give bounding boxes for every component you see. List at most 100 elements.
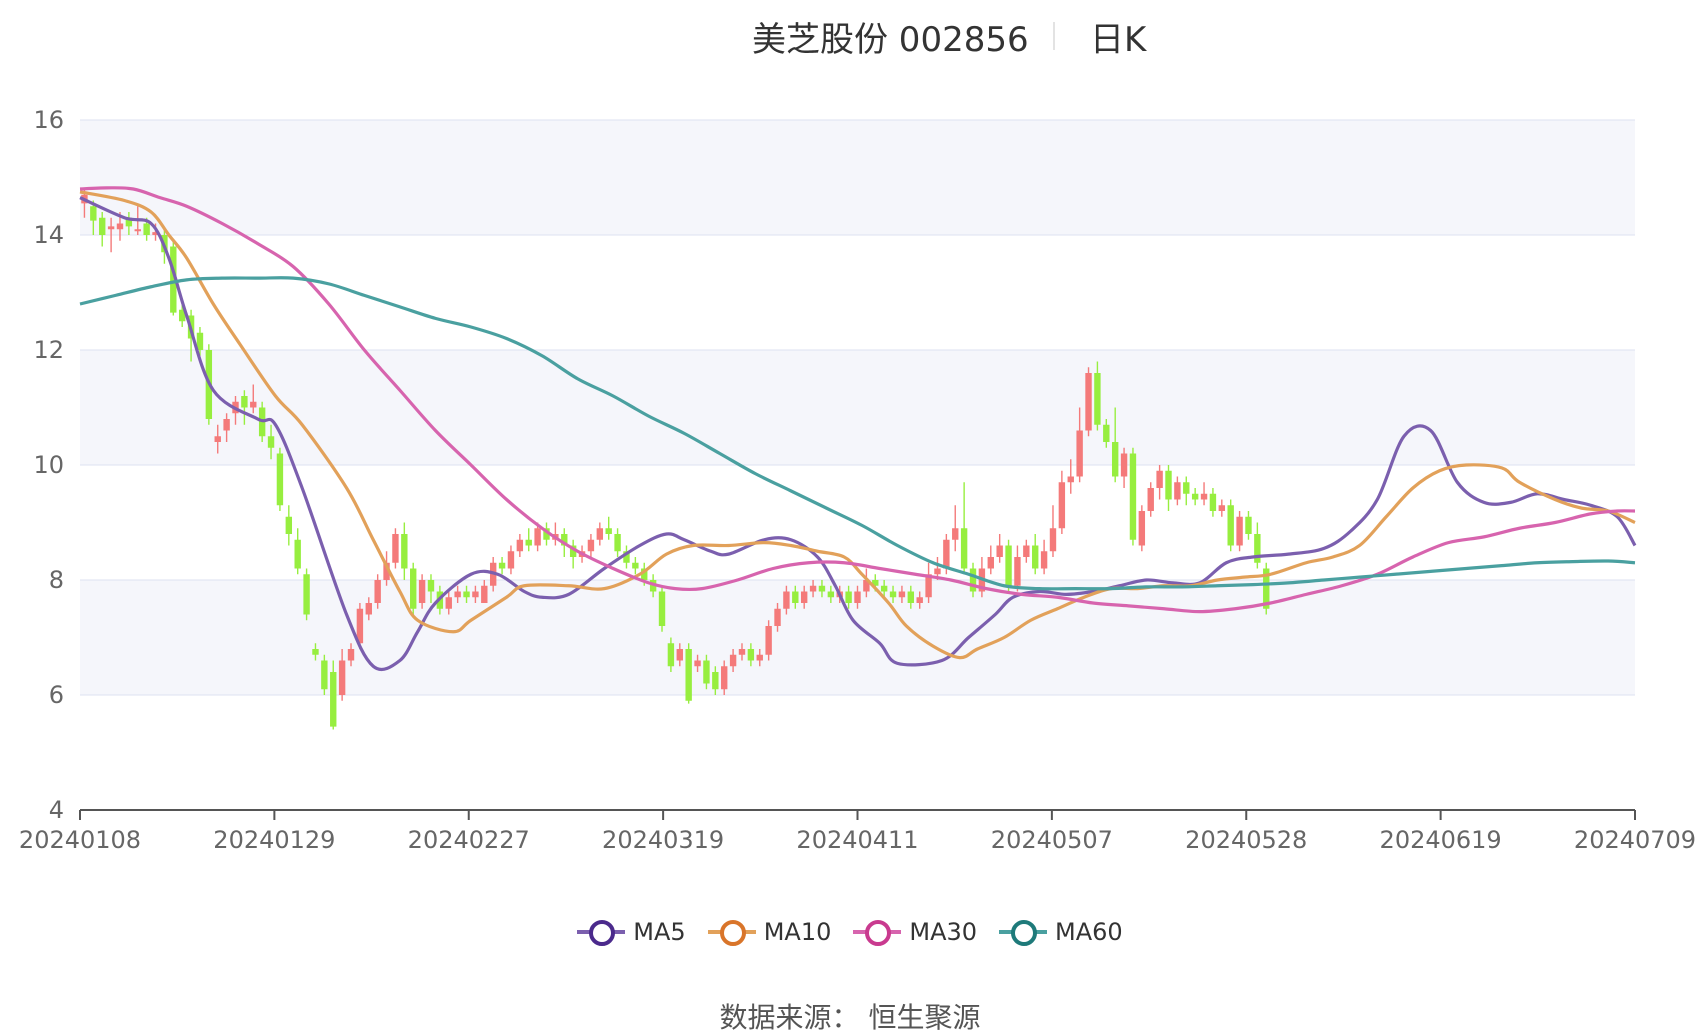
candle-body: [498, 562, 506, 569]
candle-body: [134, 229, 141, 232]
legend-item-ma30[interactable]: MA30: [853, 918, 977, 946]
candle-body: [925, 574, 932, 598]
candle-body: [152, 232, 159, 235]
candle-body: [356, 608, 364, 644]
axes: 4 6 8 10 12 14 16 20240108 20240129 20240227 20240…: [19, 106, 1696, 854]
candle-body: [809, 585, 817, 592]
candle-body: [623, 551, 630, 563]
candle-body: [534, 528, 541, 546]
candle-body: [1085, 373, 1092, 431]
candle-body: [178, 309, 186, 322]
candle-body: [960, 528, 968, 569]
chart-header: 美芝股份 002856 日K: [0, 8, 1700, 64]
legend-marker-icon: [865, 920, 892, 946]
candle-body: [365, 603, 372, 615]
candle-body: [694, 660, 701, 667]
candle-body: [898, 591, 906, 598]
y-tick-label: 8: [49, 566, 64, 594]
candle-body: [872, 580, 879, 586]
chart-subtitle: 日K: [1090, 20, 1147, 60]
legend-item-ma10[interactable]: MA10: [707, 918, 832, 946]
candle-body: [1094, 373, 1101, 425]
data-source: 数据来源： 恒生聚源: [0, 996, 1700, 1036]
legend-swatch: [707, 918, 756, 946]
candle-body: [1067, 476, 1074, 483]
candle-body: [747, 649, 755, 661]
candle-body: [1209, 493, 1217, 511]
candle-body: [418, 580, 426, 603]
candle-body: [845, 591, 852, 603]
candle-body: [1156, 470, 1163, 488]
candle-body: [934, 568, 941, 575]
candle-body: [338, 660, 346, 695]
candle-body: [401, 534, 408, 569]
legend-label: MA30: [909, 918, 978, 946]
candle-body: [543, 528, 550, 540]
legend-marker-icon: [1011, 920, 1038, 946]
candle-body: [267, 436, 275, 448]
x-tick-label: 20240528: [1185, 826, 1307, 854]
candle-body: [605, 528, 612, 534]
candle-body: [614, 534, 621, 552]
candle-body: [685, 649, 692, 701]
y-tick-label: 12: [33, 336, 64, 364]
candle-body: [1023, 545, 1030, 557]
legend-item-ma60[interactable]: MA60: [999, 918, 1123, 946]
candle-body: [1076, 430, 1083, 477]
candle-body: [525, 539, 532, 546]
candle-body: [1227, 505, 1234, 546]
candle-body: [516, 539, 524, 552]
candle-body: [374, 580, 381, 603]
candle-body: [481, 585, 488, 603]
x-tick-label: 20240227: [408, 826, 530, 854]
legend-swatch: [577, 918, 626, 946]
candle-body: [1032, 545, 1039, 569]
source-name: 恒生聚源: [868, 1001, 981, 1034]
legend-marker-icon: [589, 920, 616, 946]
candle-body: [774, 608, 781, 626]
candle-body: [1058, 482, 1066, 529]
legend-marker-icon: [719, 920, 746, 946]
candle-body: [1103, 424, 1110, 442]
candle-body: [1200, 493, 1208, 500]
ma-line-ma30: [79, 186, 1636, 614]
candlestick-chart: 4 6 8 10 12 14 16 20240108 20240129 20240227 20240…: [19, 106, 1696, 854]
candle-body: [392, 534, 399, 563]
x-tick-label: 20240507: [991, 826, 1113, 854]
candle-body: [143, 223, 150, 235]
candle-body: [383, 562, 390, 580]
candle-body: [427, 580, 435, 592]
candle-body: [969, 568, 977, 592]
candle-body: [454, 591, 461, 598]
candle-body: [1014, 557, 1021, 586]
candle-body: [303, 574, 310, 615]
candle-body: [667, 643, 675, 667]
legend-label: MA10: [763, 918, 832, 946]
y-tick-label: 6: [49, 681, 64, 709]
candle-body: [99, 217, 106, 235]
candle-body: [1191, 493, 1199, 500]
x-tick-label: 20240411: [796, 826, 918, 854]
x-tick-label: 20240619: [1380, 826, 1502, 854]
legend-item-ma5[interactable]: MA5: [577, 918, 686, 946]
y-tick-label: 14: [33, 221, 64, 249]
candle-body: [854, 591, 861, 603]
candle-body: [658, 591, 666, 626]
candle-body: [107, 226, 115, 230]
candle-body: [321, 660, 328, 690]
x-tick-label: 20240709: [1574, 826, 1696, 854]
candle-body: [1040, 551, 1048, 569]
title-divider: [1053, 22, 1055, 50]
candle-body: [880, 585, 888, 592]
candle-body: [214, 436, 221, 442]
candle-body: [889, 591, 897, 598]
candle-body: [241, 396, 248, 408]
candle-body: [1120, 453, 1128, 477]
candle-body: [721, 666, 728, 690]
candle-body: [561, 534, 568, 546]
candle-body: [632, 562, 639, 569]
candle-body: [907, 591, 915, 603]
candle-body: [943, 539, 950, 569]
candle-body: [676, 649, 683, 661]
candle-body: [1129, 453, 1137, 540]
